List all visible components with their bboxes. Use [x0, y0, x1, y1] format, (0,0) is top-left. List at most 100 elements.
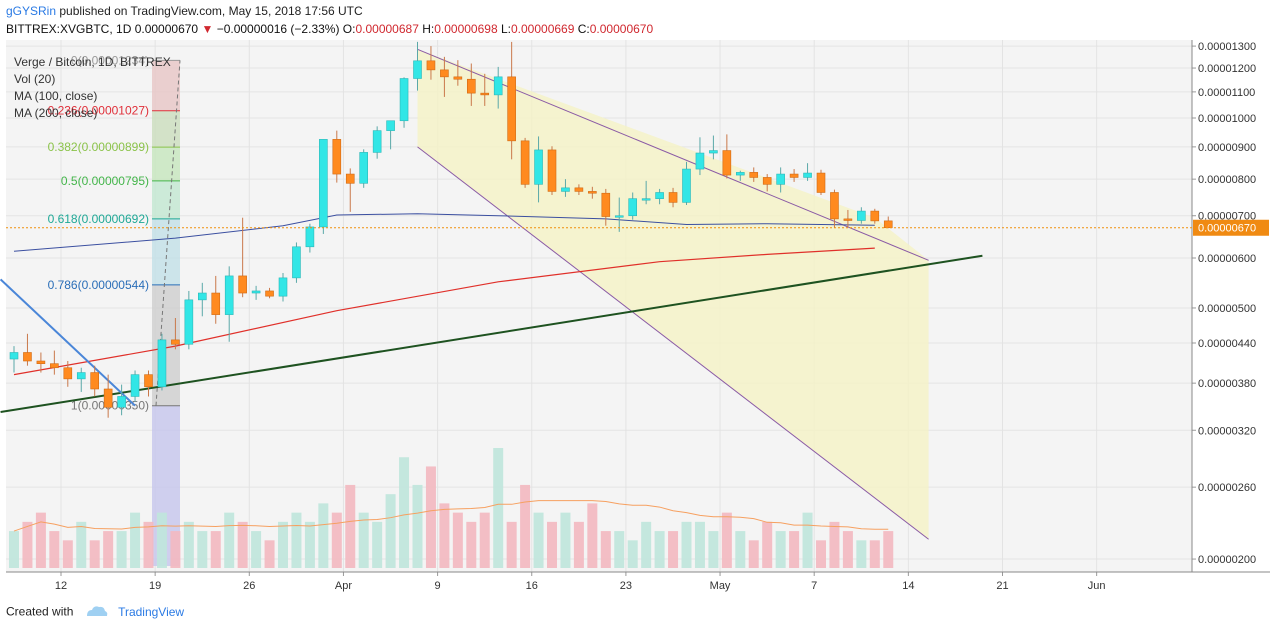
low-label: L: — [500, 22, 511, 36]
y-tick-label: 0.00000600 — [1198, 253, 1256, 265]
volume-bar — [76, 521, 87, 568]
candle-body — [144, 374, 153, 388]
candle-body — [574, 187, 584, 192]
volume-bar — [641, 521, 652, 568]
author-link[interactable]: gGYSRin — [6, 4, 57, 18]
volume-bar — [412, 484, 423, 568]
volume-bar — [237, 521, 248, 568]
candle-body — [265, 290, 274, 297]
candle-body — [292, 246, 301, 279]
candle-body — [251, 290, 261, 294]
x-tick-label: 19 — [149, 580, 161, 592]
candle-body — [830, 192, 839, 220]
fib-level-label: 0.236(0.00001027) — [48, 104, 149, 118]
volume-bar — [291, 512, 302, 568]
blue-trendline — [0, 278, 136, 407]
volume-bar — [627, 540, 638, 568]
candle-body — [601, 192, 611, 217]
volume-bar — [439, 503, 450, 568]
volume-bar — [116, 531, 127, 568]
legend-ma100[interactable]: MA (100, close) — [14, 89, 98, 103]
legend-volume[interactable]: Vol (20) — [14, 72, 56, 86]
candle-body — [816, 172, 826, 193]
close-value: 0.00000670 — [589, 22, 654, 36]
volume-bar — [224, 512, 235, 568]
volume-bar — [587, 503, 598, 568]
volume-bar — [842, 531, 853, 568]
candle-body — [103, 388, 113, 408]
high-label: H: — [422, 22, 435, 36]
channel-fill — [417, 49, 929, 540]
volume-bar — [425, 466, 436, 568]
volume-bar — [35, 512, 46, 568]
candle-body — [682, 168, 691, 203]
volume-bar — [694, 521, 705, 568]
candle-body — [561, 187, 570, 192]
volume-bar — [197, 531, 208, 568]
volume-bar — [506, 521, 517, 568]
volume-bar — [452, 512, 463, 568]
volume-bar — [668, 531, 679, 568]
volume-bar — [9, 531, 19, 568]
x-tick-label: 23 — [620, 580, 632, 592]
volume-bar — [62, 540, 73, 568]
volume-bar — [560, 512, 571, 568]
legend-ma200[interactable]: MA (200, close) — [14, 106, 98, 120]
fib-band — [152, 180, 180, 219]
candle-body — [117, 396, 126, 408]
y-tick-label: 0.00000900 — [1198, 142, 1256, 154]
created-with-text: Created with — [6, 604, 74, 619]
candle-body — [413, 60, 422, 79]
volume-bar — [762, 521, 773, 568]
volume-bar — [251, 531, 262, 568]
volume-bar — [802, 512, 813, 568]
volume-bar — [170, 531, 181, 568]
candle-body — [63, 367, 73, 380]
volume-bar — [573, 521, 584, 568]
candle-body — [386, 120, 395, 131]
symbol-summary: BITTREX:XVGBTC, 1D 0.00000670 ▼ −0.00000… — [6, 22, 653, 36]
fib-band — [152, 110, 180, 148]
candle-body — [184, 299, 194, 345]
tradingview-link[interactable]: TradingView — [118, 604, 185, 619]
volume-bar — [520, 484, 531, 568]
candle-body — [614, 215, 624, 218]
candle-body — [883, 220, 893, 229]
volume-bar — [775, 531, 786, 568]
volume-bar — [304, 521, 315, 568]
down-arrow-icon: ▼ — [201, 22, 214, 36]
candle-body — [534, 149, 543, 185]
x-tick-label: 9 — [435, 580, 441, 592]
x-tick-label: 7 — [811, 580, 817, 592]
candle-body — [453, 76, 463, 80]
candle-body — [345, 173, 355, 184]
candle-body — [211, 292, 221, 315]
y-tick-label: 0.00000320 — [1198, 425, 1256, 437]
volume-bar — [735, 531, 746, 568]
candle-body — [588, 191, 597, 194]
current-price-tag — [1193, 219, 1269, 236]
candle-body — [735, 172, 745, 176]
volume-bar — [789, 531, 800, 568]
volume-bar — [399, 457, 410, 568]
x-tick-label: Jun — [1088, 580, 1106, 592]
volume-bar — [331, 512, 342, 568]
candle-body — [628, 198, 638, 217]
volume-bar — [89, 540, 100, 568]
fib-level-label: 0.382(0.00000899) — [48, 140, 149, 154]
y-tick-label: 0.00000700 — [1198, 211, 1256, 223]
candle-body — [870, 210, 880, 222]
candle-body — [776, 173, 785, 185]
x-tick-label: Apr — [335, 580, 352, 592]
candle-body — [668, 192, 678, 203]
y-tick-label: 0.00000500 — [1198, 303, 1256, 315]
candle-body — [332, 139, 342, 175]
volume-bar — [479, 512, 490, 568]
volume-bar — [829, 521, 840, 568]
fib-band — [152, 218, 180, 285]
volume-bar — [183, 521, 194, 568]
price-chart[interactable]: 0.00001300 0.00001200 0.00001100 0.00001000… — [0, 40, 1270, 602]
volume-bar — [210, 531, 221, 568]
volume-bar — [721, 512, 732, 568]
candle-body — [319, 139, 328, 228]
